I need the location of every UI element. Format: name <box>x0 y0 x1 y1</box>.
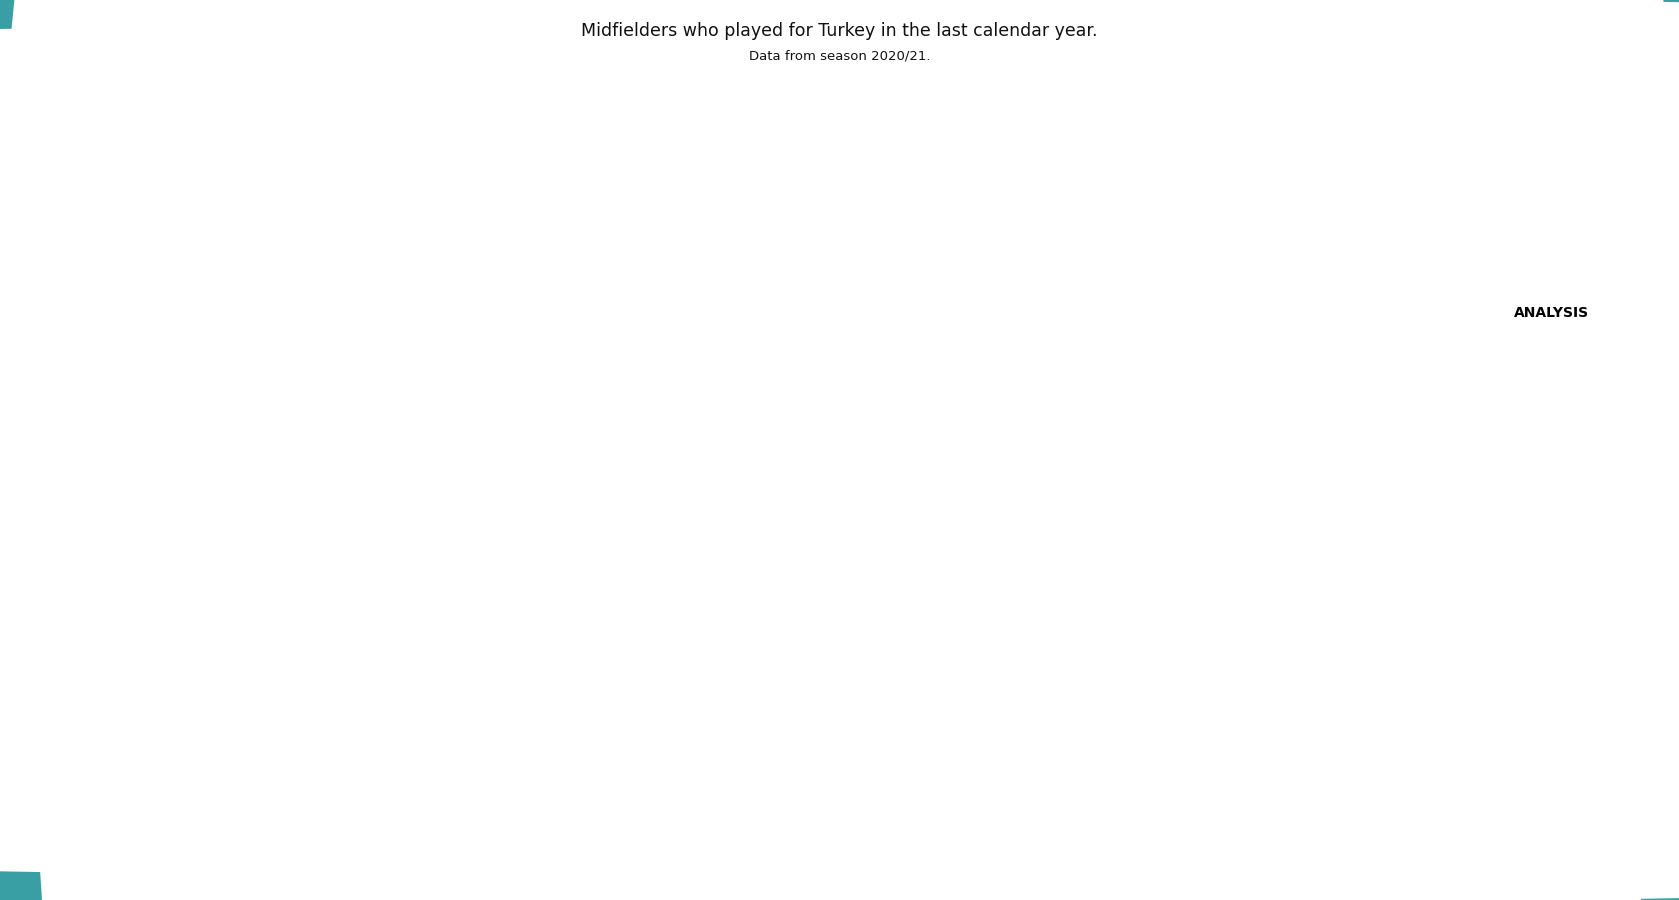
Text: M. Tekdemir: M. Tekdemir <box>892 692 952 703</box>
Point <box>259 647 285 662</box>
Point <box>962 788 989 802</box>
Point <box>339 518 366 532</box>
Text: B. Özcan: B. Özcan <box>970 804 1014 814</box>
Point <box>232 644 259 658</box>
Y-axis label: Progressive passes per 90  →: Progressive passes per 90 → <box>47 377 60 559</box>
Text: Accurate passes, %: Accurate passes, % <box>148 150 255 160</box>
Text: D. Toköz: D. Toköz <box>265 570 306 580</box>
Point <box>240 609 267 624</box>
Point <box>285 541 312 555</box>
Point <box>301 567 327 581</box>
Text: ≤ 60.0: ≤ 60.0 <box>195 176 232 185</box>
Point <box>158 269 185 284</box>
Point <box>158 216 185 230</box>
Text: O. Kökçü: O. Kökçü <box>1041 592 1085 602</box>
Text: A. Ömür: A. Ömür <box>198 645 240 655</box>
Text: B. Özcan: B. Özcan <box>277 659 322 669</box>
Point <box>1185 567 1212 581</box>
Text: 80.0: 80.0 <box>195 218 220 228</box>
Text: TOTAL: TOTAL <box>1531 161 1585 176</box>
Point <box>997 712 1024 726</box>
Circle shape <box>1478 234 1511 248</box>
Text: I. Kahveci: I. Kahveci <box>1091 614 1140 624</box>
Text: T. Antalyalı: T. Antalyalı <box>1021 714 1076 724</box>
Point <box>366 567 393 581</box>
Point <box>158 240 185 255</box>
Point <box>1081 590 1108 605</box>
X-axis label: Passes to final third per 90  →: Passes to final third per 90 → <box>344 839 529 852</box>
Text: 90.0: 90.0 <box>195 243 220 253</box>
Point <box>158 194 185 209</box>
Text: 70.0: 70.0 <box>195 196 220 206</box>
Text: O. Tufan: O. Tufan <box>349 599 390 610</box>
Text: O. Tufan: O. Tufan <box>1269 592 1310 602</box>
Text: FOOTBALL: FOOTBALL <box>1511 233 1602 248</box>
Point <box>1138 598 1165 612</box>
Point <box>316 613 343 627</box>
Y-axis label: xGoal contribution  →: xGoal contribution → <box>883 400 897 536</box>
Text: O. Yokuşlu: O. Yokuşlu <box>368 551 418 561</box>
Circle shape <box>1464 229 1523 253</box>
Text: O. Yokuşlu: O. Yokuşlu <box>898 742 949 752</box>
Point <box>327 598 354 612</box>
Text: ANALYSIS: ANALYSIS <box>1514 306 1588 319</box>
Text: H. Çalhanoğlu: H. Çalhanoğlu <box>220 543 290 553</box>
Text: M. Yandaş: M. Yandaş <box>1133 614 1184 624</box>
Point <box>1180 598 1207 612</box>
Point <box>989 734 1016 749</box>
Point <box>1367 392 1394 407</box>
Text: ≥ 100.0: ≥ 100.0 <box>195 272 240 282</box>
Point <box>1246 590 1273 605</box>
Point <box>432 536 458 551</box>
Point <box>346 548 373 562</box>
X-axis label: Goal contribution  →: Goal contribution → <box>1212 839 1340 852</box>
Text: I. Kahveci: I. Kahveci <box>386 570 435 580</box>
Text: M. Yandaş: M. Yandaş <box>337 615 386 625</box>
Text: Midfielders who played for Turkey in the last calendar year.: Midfielders who played for Turkey in the… <box>581 22 1098 40</box>
Point <box>1091 552 1118 566</box>
Text: O. Kökçü: O. Kökçü <box>359 520 403 530</box>
Text: A. Ömür: A. Ömür <box>1209 570 1249 580</box>
Point <box>158 174 185 188</box>
Point <box>940 727 967 742</box>
Text: E. Kılınç: E. Kılınç <box>208 611 247 621</box>
Point <box>405 472 432 487</box>
Text: E. Kılınç: E. Kılınç <box>1115 554 1153 564</box>
Text: H. Çalhanoğlu: H. Çalhanoğlu <box>1390 410 1459 420</box>
Text: T. Antalyalı: T. Antalyalı <box>425 474 480 484</box>
Point <box>942 704 969 718</box>
Text: D. Toköz: D. Toköz <box>1009 751 1049 760</box>
Text: Data from season 2020/21.: Data from season 2020/21. <box>749 50 930 62</box>
Text: M. Tekdemir: M. Tekdemir <box>453 539 512 549</box>
